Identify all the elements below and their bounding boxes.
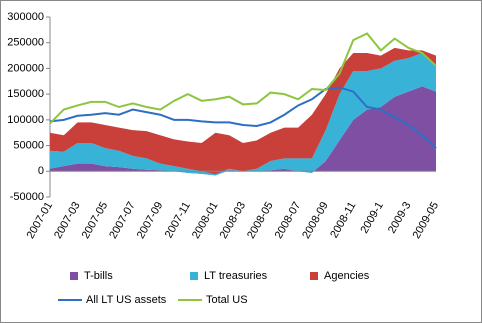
legend-label: Agencies xyxy=(324,270,370,282)
y-tick-label: -50000 xyxy=(10,191,44,203)
y-tick-label: 100000 xyxy=(7,114,44,126)
area xyxy=(50,53,436,176)
line xyxy=(49,32,437,125)
line xyxy=(49,86,437,149)
area xyxy=(50,47,436,174)
y-tick-label: 0 xyxy=(38,165,44,177)
legend-label: All LT US assets xyxy=(86,294,167,306)
legend-swatch xyxy=(190,272,198,280)
y-tick-label: 50000 xyxy=(13,139,44,151)
y-tick-label: 200000 xyxy=(7,62,44,74)
legend-label: T-bills xyxy=(84,270,113,282)
y-tick-label: 300000 xyxy=(7,11,44,23)
y-tick-label: 150000 xyxy=(7,88,44,100)
legend-label: LT treasuries xyxy=(204,270,268,282)
area xyxy=(50,86,436,176)
legend-swatch xyxy=(70,272,78,280)
legend-swatch xyxy=(310,272,318,280)
y-tick-label: 250000 xyxy=(7,37,44,49)
legend-label: Total US xyxy=(206,294,248,306)
